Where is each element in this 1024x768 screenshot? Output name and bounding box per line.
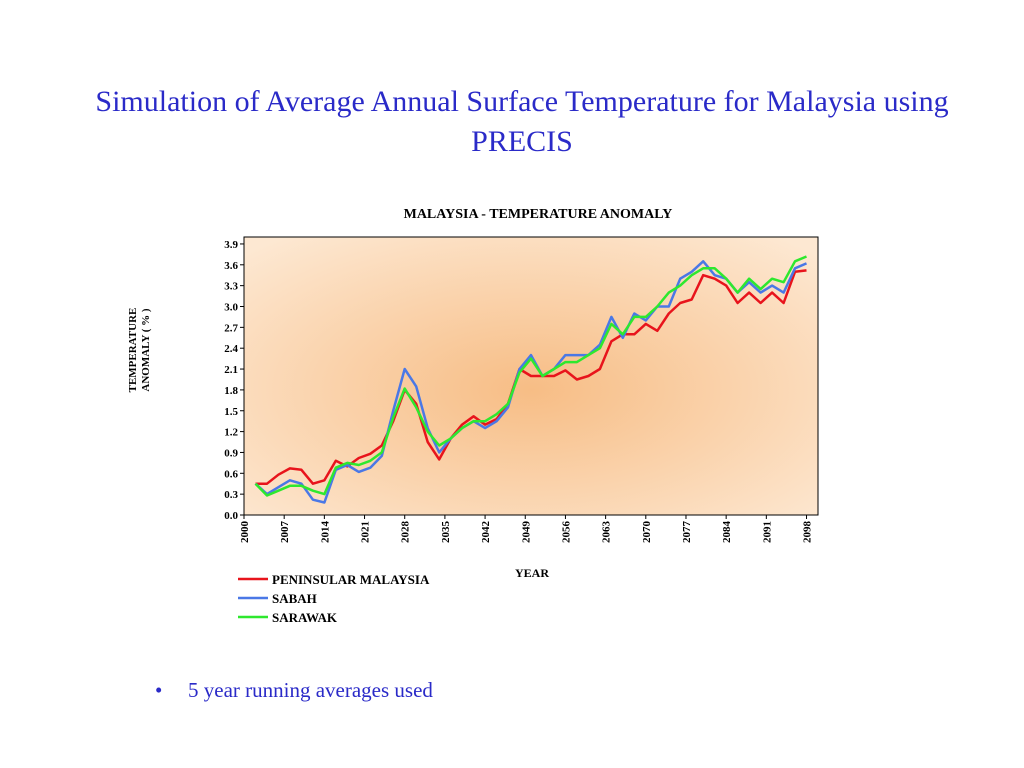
x-tick-label: 2007	[279, 521, 291, 544]
y-tick-label: 0.9	[224, 447, 238, 459]
legend-label: PENINSULAR MALAYSIA	[272, 572, 430, 587]
y-tick-label: 1.5	[224, 406, 238, 418]
y-tick-label: 3.0	[224, 302, 238, 314]
chart-title: MALAYSIA - TEMPERATURE ANOMALY	[404, 207, 673, 222]
y-tick-label: 2.4	[224, 343, 238, 355]
bullet: 5 year running averages used	[155, 678, 433, 703]
y-tick-label: 2.1	[224, 364, 238, 376]
y-tick-label: 0.6	[224, 468, 238, 480]
x-tick-label: 2049	[520, 521, 532, 544]
x-tick-label: 2070	[641, 521, 653, 544]
x-tick-label: 2042	[480, 521, 492, 544]
x-tick-label: 2000	[239, 521, 251, 544]
slide-title: Simulation of Average Annual Surface Tem…	[95, 85, 949, 158]
y-tick-label: 0.0	[224, 510, 238, 522]
x-tick-label: 2021	[360, 521, 372, 543]
y-tick-label: 0.3	[224, 489, 238, 501]
x-tick-label: 2063	[601, 521, 613, 544]
x-tick-label: 2091	[761, 521, 773, 543]
series-line	[254, 260, 807, 504]
x-tick-label: 2035	[440, 521, 452, 544]
x-tick-label: 2084	[721, 521, 733, 544]
bullet-list: 5 year running averages used	[155, 678, 433, 703]
y-tick-label: 1.8	[224, 385, 238, 397]
y-tick-label: 3.6	[224, 260, 238, 272]
y-tick-label: 1.2	[224, 427, 238, 439]
x-tick-label: 2077	[681, 521, 693, 544]
x-tick-label: 2056	[560, 521, 572, 544]
legend-label: SARAWAK	[272, 610, 338, 625]
x-tick-label: 2014	[319, 521, 331, 544]
y-tick-label: 3.3	[224, 281, 238, 293]
x-tick-label: 2028	[400, 521, 412, 544]
y-tick-label: 3.9	[224, 239, 238, 251]
x-tick-label: 2098	[802, 521, 814, 544]
series-line	[254, 255, 807, 497]
x-axis-label: YEAR	[515, 566, 549, 580]
y-tick-label: 2.7	[224, 322, 238, 334]
y-axis-label: TEMPERATURE ANOMALY ( % )	[127, 307, 152, 393]
legend-label: SABAH	[272, 591, 317, 606]
